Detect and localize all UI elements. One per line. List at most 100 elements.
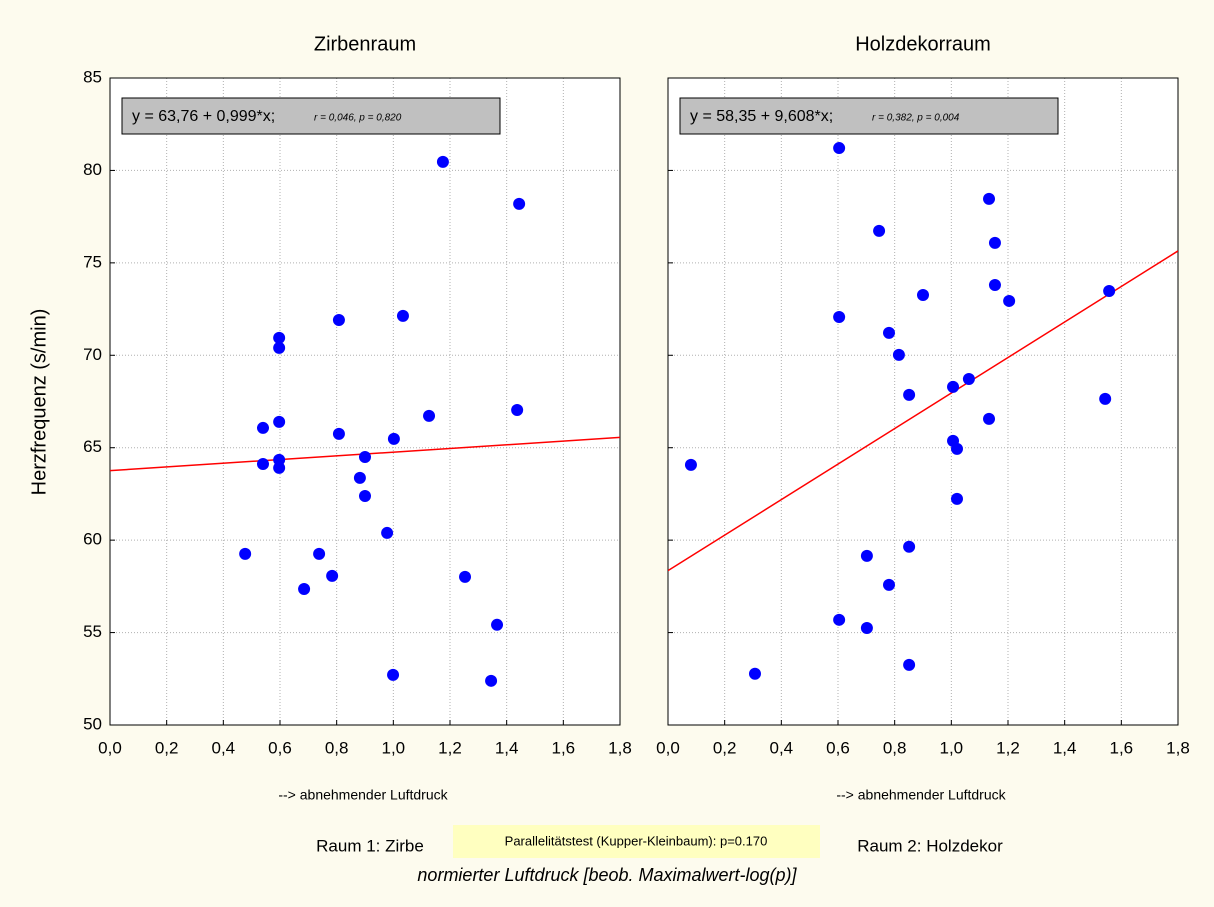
point	[860, 549, 873, 562]
x-tick-label: 1,4	[1053, 738, 1077, 757]
point	[436, 155, 449, 168]
point	[903, 388, 916, 401]
point	[257, 421, 269, 434]
point	[860, 621, 873, 634]
point	[748, 667, 761, 680]
fit-line	[668, 250, 1178, 572]
point	[873, 224, 886, 237]
plot-area	[110, 78, 620, 725]
panel-title: Holzdekorraum	[855, 33, 991, 55]
point	[883, 326, 895, 339]
point	[962, 372, 975, 385]
panel-title: Zirbenraum	[314, 33, 416, 55]
point	[387, 432, 400, 445]
fit-stats: r = 0,046, p = 0,820	[314, 113, 402, 124]
point	[513, 197, 526, 210]
equation-box	[121, 97, 501, 135]
y-axis-label: Herzfrequenz (s/min)	[28, 309, 50, 496]
x-tick-label: 1,2	[996, 738, 1020, 757]
point	[381, 526, 394, 539]
point	[1003, 294, 1016, 307]
point	[833, 613, 846, 626]
plot-area	[668, 78, 1178, 725]
x-tick-label: 0,8	[325, 738, 349, 757]
test-note: Parallelitätstest (Kupper-Kleinbaum): p=…	[505, 833, 768, 848]
panel-x-label: --> abnehmender Luftdruck	[278, 787, 448, 803]
y-tick-label: 65	[83, 437, 102, 456]
point	[239, 547, 252, 560]
point	[684, 458, 697, 471]
point	[298, 582, 311, 595]
point	[423, 409, 436, 422]
point	[903, 540, 916, 553]
x-tick-label: 0,0	[98, 738, 122, 757]
x-axis-label: normierter Luftdruck [beob. Maximalwert-…	[417, 865, 797, 885]
point	[1103, 284, 1116, 297]
point	[892, 348, 905, 361]
point	[988, 279, 1001, 292]
point	[273, 331, 286, 344]
point	[359, 450, 371, 463]
x-tick-label: 0,0	[656, 738, 680, 757]
note-box	[453, 825, 820, 858]
equation: y = 63,76 + 0,999*x;	[132, 108, 275, 125]
plot-frame	[667, 77, 1179, 726]
point	[883, 578, 895, 591]
point	[396, 309, 409, 322]
point	[485, 674, 498, 687]
point	[988, 236, 1001, 249]
point	[332, 313, 345, 326]
group-label: Raum 1: Zirbe	[316, 836, 424, 855]
x-tick-label: 1,8	[1166, 738, 1190, 757]
y-tick-label: 55	[83, 622, 102, 641]
point	[273, 341, 286, 354]
point	[1099, 392, 1112, 405]
y-tick-label: 70	[83, 345, 102, 364]
point	[359, 489, 371, 502]
y-tick-label: 50	[83, 714, 102, 733]
point	[833, 311, 846, 324]
x-tick-label: 1,0	[940, 738, 964, 757]
point	[313, 547, 326, 560]
point	[353, 471, 366, 484]
x-tick-label: 1,8	[608, 738, 632, 757]
x-tick-label: 0,4	[212, 738, 236, 757]
x-tick-label: 0,4	[770, 738, 794, 757]
point	[951, 492, 963, 505]
y-tick-label: 75	[83, 252, 102, 271]
equation: y = 58,35 + 9,608*x;	[690, 108, 833, 125]
point	[983, 412, 996, 425]
point	[951, 442, 963, 455]
panel-x-label: --> abnehmender Luftdruck	[836, 787, 1006, 803]
x-tick-label: 0,6	[268, 738, 292, 757]
point	[917, 289, 929, 302]
point	[332, 427, 345, 440]
point	[257, 457, 269, 470]
point	[903, 658, 916, 671]
point	[459, 570, 472, 583]
x-tick-label: 0,2	[155, 738, 179, 757]
point	[273, 461, 286, 474]
point	[511, 404, 524, 417]
group-label: Raum 2: Holzdekor	[857, 836, 1003, 855]
x-tick-label: 1,0	[382, 738, 406, 757]
equation-box	[679, 97, 1059, 135]
x-tick-label: 1,6	[552, 738, 576, 757]
x-tick-label: 1,6	[1110, 738, 1134, 757]
point	[983, 192, 996, 205]
point	[947, 380, 960, 393]
fit-stats: r = 0,382, p = 0,004	[872, 113, 960, 124]
point	[273, 415, 286, 428]
x-tick-label: 1,2	[438, 738, 462, 757]
x-tick-label: 0,6	[826, 738, 850, 757]
y-tick-label: 85	[83, 67, 102, 86]
plot-frame	[109, 77, 621, 726]
point	[326, 569, 339, 582]
point	[833, 142, 846, 155]
y-tick-label: 80	[83, 160, 102, 179]
x-tick-label: 1,4	[495, 738, 519, 757]
x-tick-label: 0,2	[713, 738, 737, 757]
point	[387, 668, 400, 681]
